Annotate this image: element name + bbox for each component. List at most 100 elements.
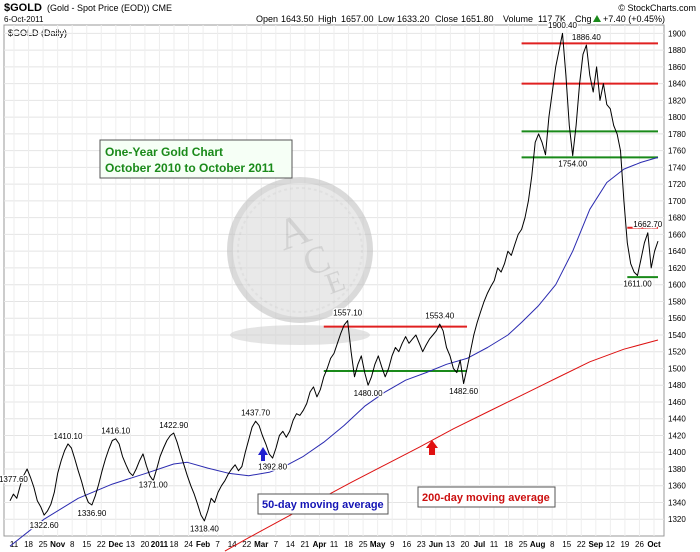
ma200-label: 200-day moving average <box>417 440 556 508</box>
x-tick-label: 7 <box>215 540 220 549</box>
price-label: 1318.40 <box>190 525 219 534</box>
x-tick-label: 12 <box>606 540 615 549</box>
low-label: Low <box>378 14 395 24</box>
price-label: 1886.40 <box>572 33 601 42</box>
y-tick-label: 1360 <box>668 482 686 491</box>
x-tick-label: 13 <box>446 540 455 549</box>
x-tick-label: 25 <box>359 540 368 549</box>
y-tick-label: 1560 <box>668 314 686 323</box>
y-tick-label: 1820 <box>668 96 686 105</box>
y-tick-label: 1600 <box>668 281 686 290</box>
change-label: Chg <box>575 14 592 24</box>
y-tick-label: 1460 <box>668 398 686 407</box>
low-value: 1633.20 <box>397 14 430 24</box>
open-label: Open <box>256 14 278 24</box>
x-tick-label: 18 <box>170 540 179 549</box>
x-tick-label: 14 <box>228 540 237 549</box>
support-resistance-lines <box>323 42 658 372</box>
x-tick-label: 22 <box>242 540 251 549</box>
price-label: 1410.10 <box>54 432 83 441</box>
x-tick-label: 16 <box>402 540 411 549</box>
y-axis: 1320 1340 1360 1380 1400 1420 1440 1460 1480 1500… <box>668 29 686 524</box>
x-tick-label: 14 <box>286 540 295 549</box>
x-tick-label: 11 <box>330 540 339 549</box>
x-tick-label: 2011 <box>151 540 169 549</box>
price-label: 1557.10 <box>333 309 362 318</box>
y-tick-label: 1380 <box>668 465 686 474</box>
y-tick-label: 1760 <box>668 147 686 156</box>
open-value: 1643.50 <box>281 14 314 24</box>
x-tick-label: Aug <box>530 540 546 549</box>
y-tick-label: 1680 <box>668 214 686 223</box>
price-label: 1377.60 <box>0 475 28 484</box>
x-tick-label: Oct <box>647 540 661 549</box>
x-tick-label: 22 <box>97 540 106 549</box>
ma200-text: 200-day moving average <box>422 492 550 504</box>
x-tick-label: Mar <box>254 540 268 549</box>
x-tick-label: 8 <box>70 540 75 549</box>
x-tick-label: 25 <box>39 540 48 549</box>
x-tick-label: 18 <box>504 540 513 549</box>
x-tick-label: Jun <box>429 540 443 549</box>
y-tick-label: 1800 <box>668 113 686 122</box>
price-label: 1754.00 <box>558 160 587 169</box>
price-label: 1437.70 <box>241 409 270 418</box>
x-tick-label: 18 <box>344 540 353 549</box>
price-annotations: 1377.60 1322.60 1410.10 1336.90 1416.10 1371.… <box>0 20 664 535</box>
change-value: +7.40 (+0.45%) <box>603 14 665 24</box>
y-tick-label: 1540 <box>668 331 686 340</box>
quote-row: Open 1643.50 High 1657.00 Low 1633.20 Cl… <box>256 14 665 24</box>
x-tick-label: Nov <box>50 540 66 549</box>
high-value: 1657.00 <box>341 14 374 24</box>
x-tick-label: 25 <box>519 540 528 549</box>
x-tick-label: Jul <box>474 540 486 549</box>
x-tick-label: 22 <box>577 540 586 549</box>
x-tick-label: May <box>370 540 386 549</box>
y-tick-label: 1700 <box>668 197 686 206</box>
price-label: 1611.00 <box>623 279 652 288</box>
y-tick-label: 1420 <box>668 431 686 440</box>
x-tick-label: 26 <box>635 540 644 549</box>
series-line <box>224 339 659 552</box>
x-tick-label: 15 <box>82 540 91 549</box>
y-tick-label: 1520 <box>668 348 686 357</box>
y-tick-label: 1720 <box>668 180 686 189</box>
x-tick-label: 7 <box>274 540 279 549</box>
high-label: High <box>318 14 337 24</box>
brand-label: © StockCharts.com <box>618 3 696 13</box>
price-label: 1392.80 <box>258 462 287 471</box>
price-label: 1336.90 <box>77 509 106 518</box>
close-label: Close <box>435 14 458 24</box>
y-tick-label: 1660 <box>668 230 686 239</box>
grid <box>4 25 664 536</box>
x-tick-label: 15 <box>562 540 571 549</box>
y-tick-label: 1440 <box>668 415 686 424</box>
price-label: 1322.60 <box>30 521 59 530</box>
price-label: 1422.90 <box>159 421 188 430</box>
y-tick-label: 1340 <box>668 498 686 507</box>
volume-value: 117.7K <box>538 14 566 24</box>
chart-title-box: One-Year Gold Chart October 2010 to Octo… <box>99 139 293 179</box>
instrument-name: (Gold - Spot Price (EOD)) <box>47 3 150 13</box>
x-tick-label: 9 <box>390 540 395 549</box>
x-axis: 11 18 25 Nov 8 15 22 Dec 13 20 2011 18 24 Feb 7 14 22 Mar… <box>10 540 661 549</box>
x-tick-label: Apr <box>313 540 327 549</box>
x-tick-label: 20 <box>460 540 469 549</box>
y-tick-label: 1880 <box>668 46 686 55</box>
y-tick-label: 1500 <box>668 364 686 373</box>
x-tick-label: 11 <box>10 540 19 549</box>
x-tick-label: 21 <box>300 540 309 549</box>
x-tick-label: 19 <box>620 540 629 549</box>
price-label: 1900.40 <box>548 21 577 30</box>
up-triangle-icon <box>593 15 601 22</box>
price-label: 1482.60 <box>449 387 478 396</box>
coin-watermark: A C E <box>227 177 373 345</box>
price-label: 1416.10 <box>101 427 130 436</box>
y-tick-label: 1860 <box>668 63 686 72</box>
chart-date: 6-Oct-2011 <box>4 15 44 24</box>
series-lines <box>9 32 659 552</box>
x-tick-label: Sep <box>588 540 603 549</box>
series-line <box>9 156 659 547</box>
x-tick-label: 8 <box>550 540 555 549</box>
